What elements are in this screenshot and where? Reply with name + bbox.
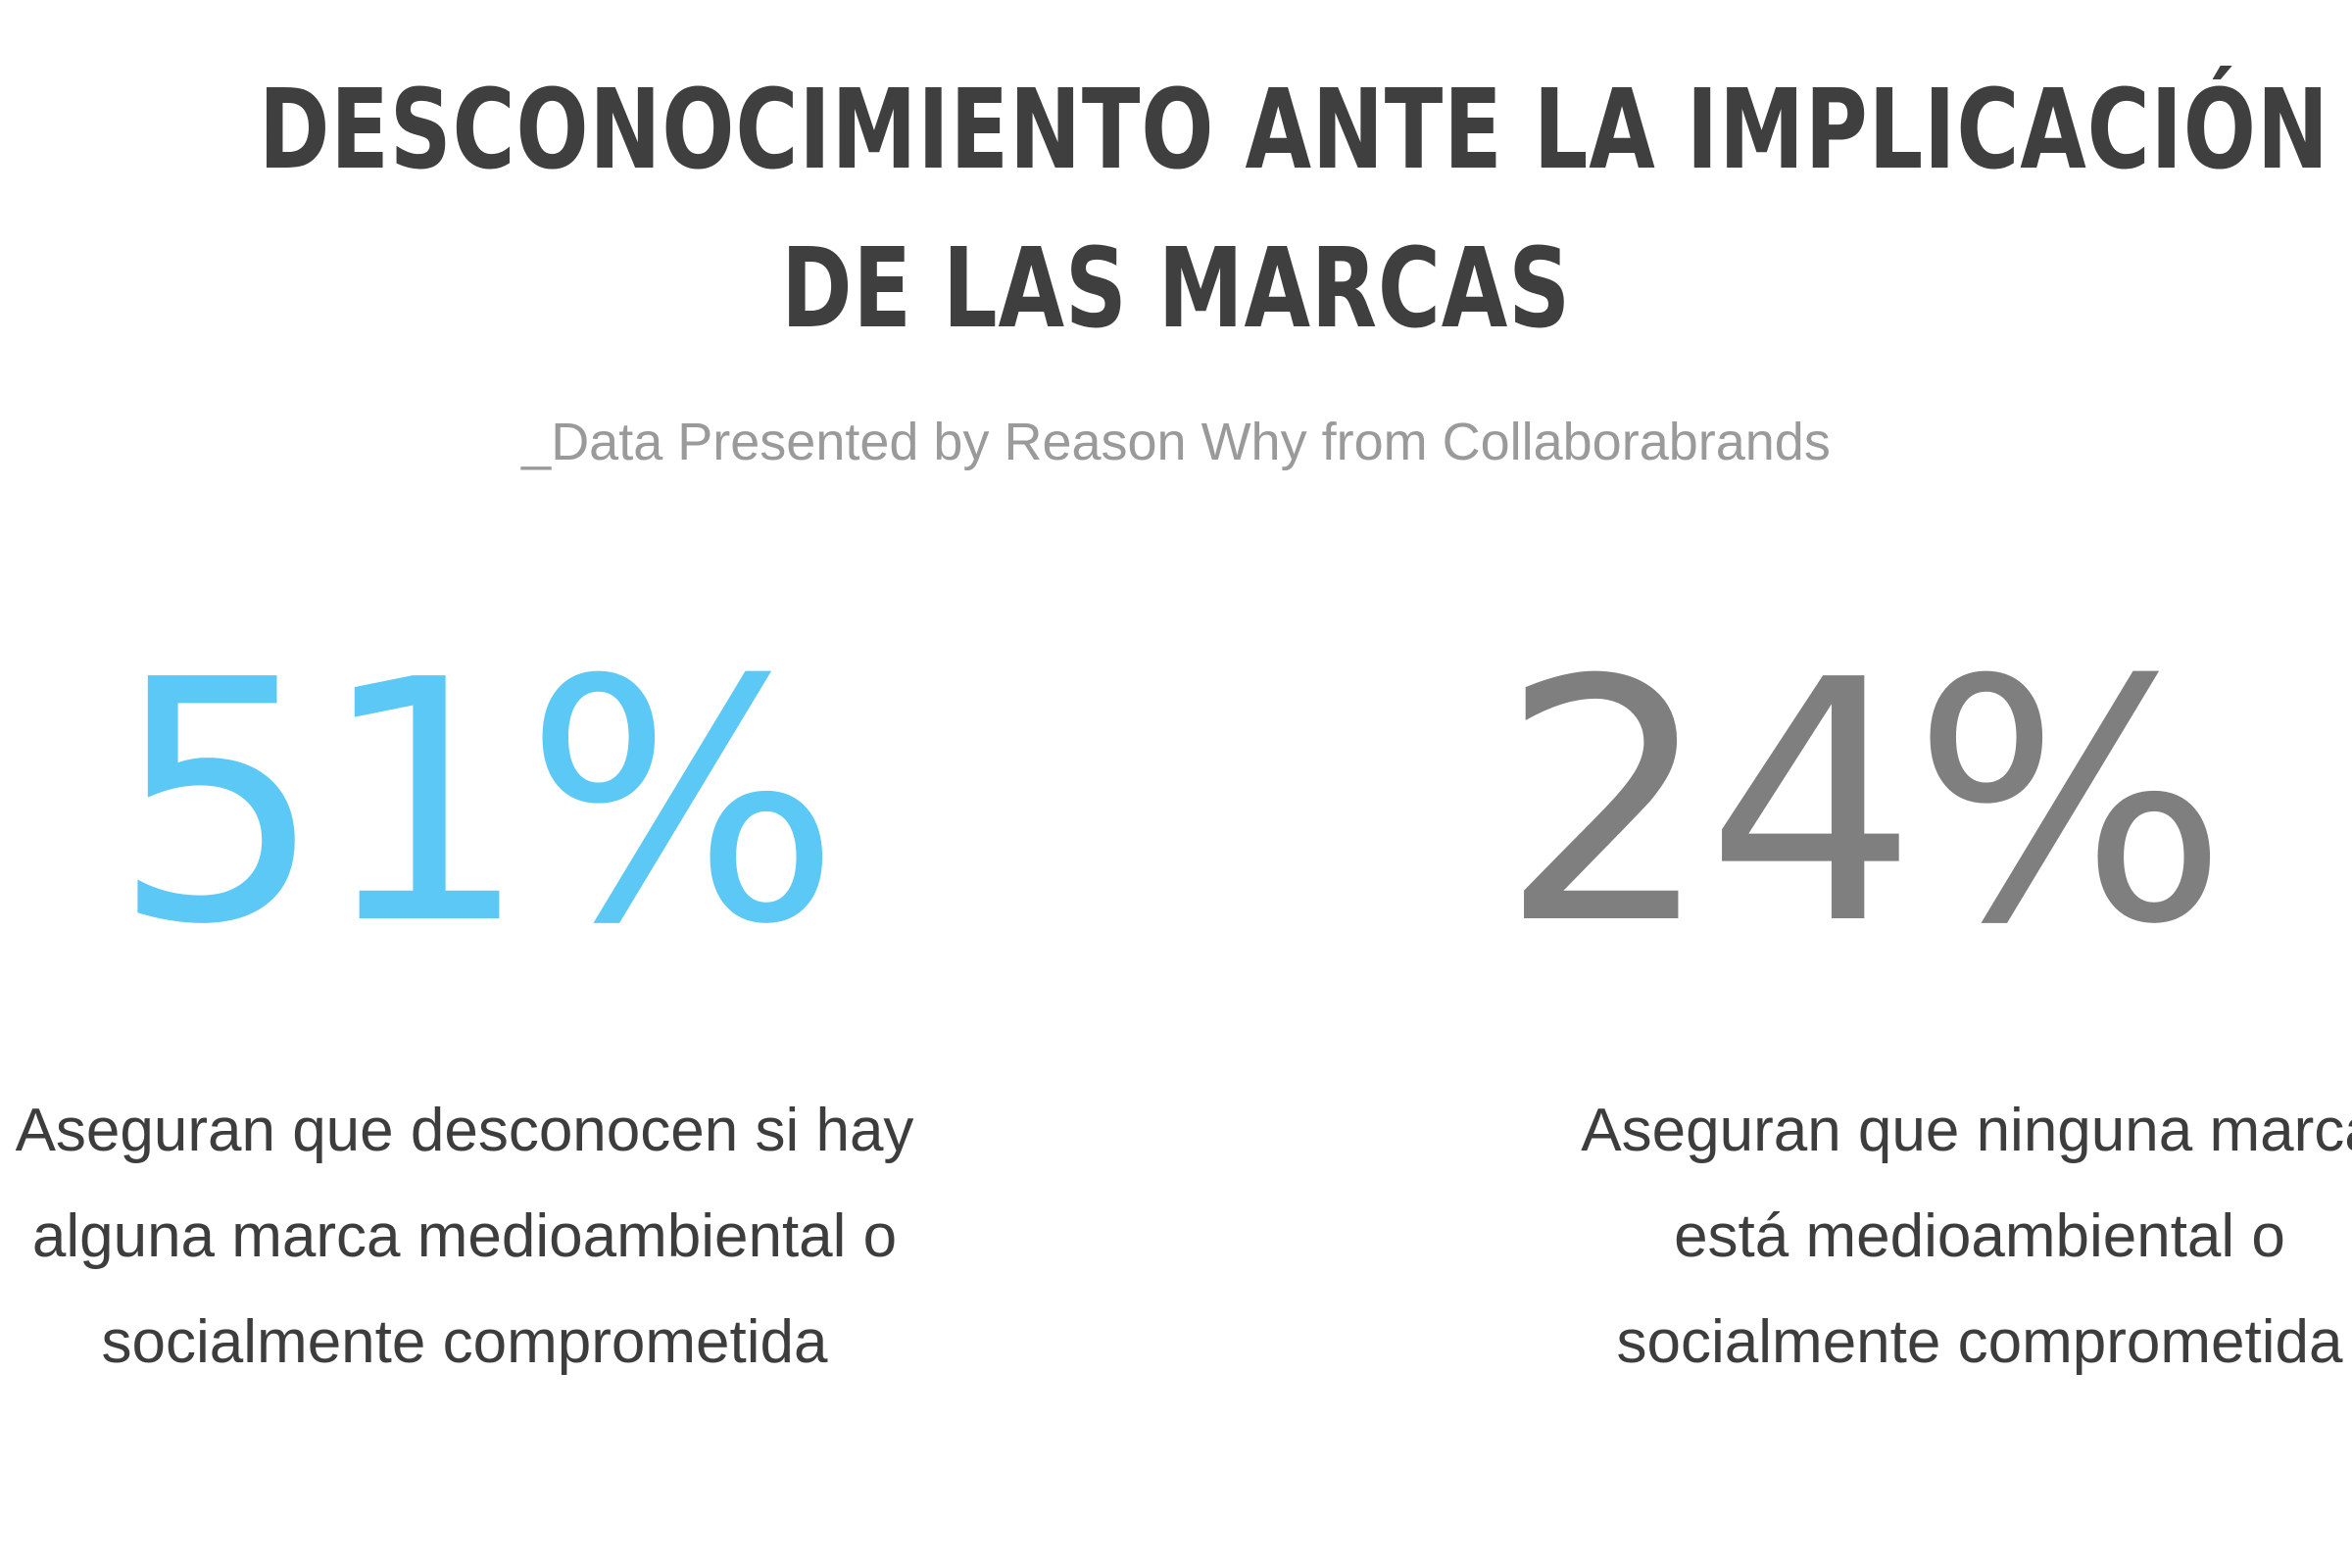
- stat-no-committed-brands: 24% Aseguran que ninguna marca está medi…: [1176, 610, 2352, 1376]
- stat-description-no-committed: Aseguran que ninguna marca está medioamb…: [1392, 1078, 2352, 1396]
- stat-description-line: socialmente comprometida: [1616, 1308, 2343, 1376]
- stat-value-unaware: 51%: [112, 610, 841, 998]
- stat-description-line: alguna marca medioambiental o: [31, 1202, 898, 1270]
- page-title-line-2: DE LAS MARCAS: [781, 225, 1571, 353]
- stat-value-no-committed: 24%: [1499, 610, 2229, 998]
- stat-description-line: Aseguran que ninguna marca: [1581, 1097, 2352, 1164]
- page-title-line-1: DESCONOCIMIENTO ANTE LA IMPLICACIÓN: [259, 67, 2329, 194]
- stat-description-line: Aseguran que desconocen si hay: [15, 1097, 914, 1164]
- stat-description-line: está medioambiental o: [1674, 1202, 2285, 1270]
- page-subtitle: _Data Presented by Reason Why from Colla…: [521, 413, 1831, 471]
- page-title: DESCONOCIMIENTO ANTE LA IMPLICACIÓN DE L…: [0, 51, 2352, 368]
- stat-description-unaware: Aseguran que desconocen si hay alguna ma…: [0, 1078, 1151, 1396]
- stat-unaware-brands: 51% Aseguran que desconocen si hay algun…: [0, 610, 1176, 1376]
- stat-description-line: socialmente comprometida: [101, 1308, 828, 1376]
